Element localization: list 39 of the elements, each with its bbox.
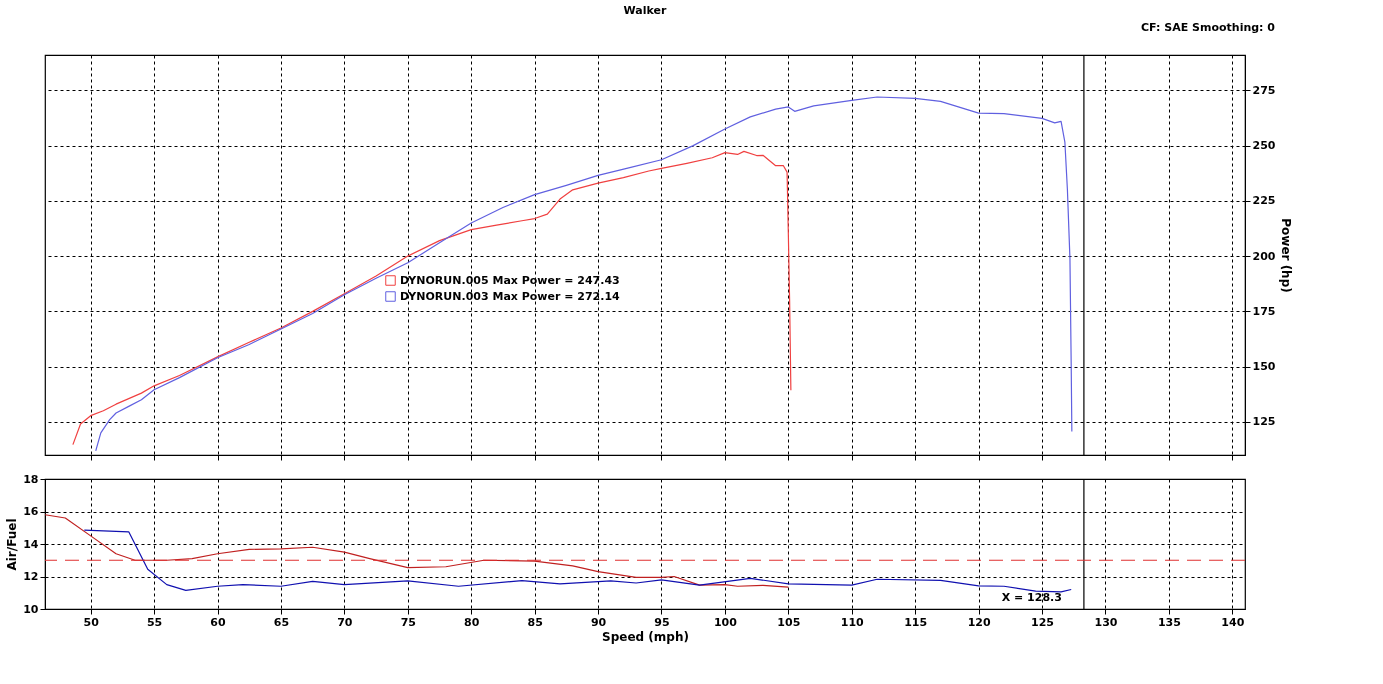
x-tick-label: 75 bbox=[400, 615, 416, 629]
y-axis-title: Air/Fuel bbox=[5, 518, 20, 571]
y-tick-label: 200 bbox=[1252, 249, 1276, 263]
legend-label: DYNORUN.003 Max Power = 272.14 bbox=[400, 289, 621, 303]
legend-label: DYNORUN.005 Max Power = 247.43 bbox=[400, 273, 620, 287]
y-tick-label: 225 bbox=[1252, 194, 1276, 208]
x-axis-title: Speed (mph) bbox=[602, 629, 689, 644]
y-axis-title: Power (hp) bbox=[1279, 218, 1294, 293]
x-tick-label: 125 bbox=[1031, 615, 1055, 629]
chart-title: Walker bbox=[623, 4, 667, 17]
y-tick-label: 12 bbox=[23, 570, 39, 583]
y-tick-label: 275 bbox=[1252, 83, 1276, 97]
x-tick-label: 95 bbox=[654, 615, 670, 629]
x-tick-label: 105 bbox=[777, 615, 801, 629]
x-tick-label: 140 bbox=[1221, 615, 1245, 629]
x-tick-label: 65 bbox=[273, 615, 290, 629]
y-tick-label: 150 bbox=[1252, 360, 1276, 374]
x-tick-label: 50 bbox=[83, 615, 100, 629]
x-tick-label: 135 bbox=[1157, 615, 1181, 629]
x-tick-label: 70 bbox=[337, 615, 353, 629]
y-tick-label: 10 bbox=[23, 602, 39, 616]
y-tick-label: 175 bbox=[1252, 304, 1276, 318]
x-tick-label: 110 bbox=[840, 615, 865, 629]
x-tick-label: 100 bbox=[713, 615, 738, 629]
x-tick-label: 90 bbox=[590, 615, 607, 629]
x-tick-label: 60 bbox=[210, 615, 227, 629]
x-tick-label: 55 bbox=[146, 615, 163, 629]
x-tick-label: 120 bbox=[967, 615, 991, 629]
y-tick-label: 14 bbox=[23, 537, 39, 551]
x-tick-label: 85 bbox=[527, 615, 543, 629]
ref-line-label: X = 128.3 bbox=[1001, 591, 1062, 604]
x-tick-label: 130 bbox=[1094, 615, 1118, 629]
y-tick-label: 125 bbox=[1252, 415, 1276, 429]
x-tick-label: 115 bbox=[904, 615, 928, 629]
y-tick-label: 250 bbox=[1252, 139, 1276, 153]
y-tick-label: 16 bbox=[23, 505, 39, 518]
y-tick-label: 18 bbox=[23, 472, 39, 486]
x-tick-label: 80 bbox=[464, 615, 480, 629]
text: CF: SAE Smoothing: 0 bbox=[1141, 21, 1276, 34]
